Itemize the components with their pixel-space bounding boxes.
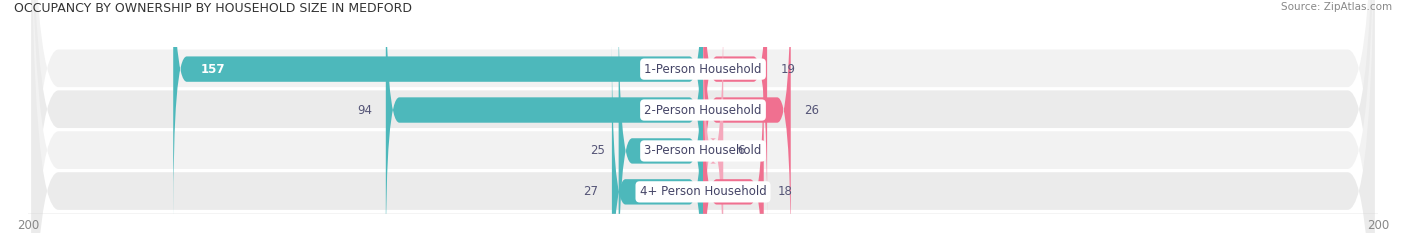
FancyBboxPatch shape <box>612 41 703 233</box>
Text: 18: 18 <box>778 185 792 198</box>
FancyBboxPatch shape <box>703 0 768 220</box>
FancyBboxPatch shape <box>703 0 790 233</box>
FancyBboxPatch shape <box>31 0 1375 233</box>
FancyBboxPatch shape <box>619 0 703 233</box>
FancyBboxPatch shape <box>703 0 723 233</box>
Text: 19: 19 <box>780 63 796 75</box>
FancyBboxPatch shape <box>173 0 703 220</box>
FancyBboxPatch shape <box>31 0 1375 233</box>
FancyBboxPatch shape <box>385 0 703 233</box>
Text: 26: 26 <box>804 103 820 116</box>
Text: Source: ZipAtlas.com: Source: ZipAtlas.com <box>1281 2 1392 12</box>
Text: 25: 25 <box>591 144 605 158</box>
FancyBboxPatch shape <box>31 0 1375 233</box>
Text: 94: 94 <box>357 103 373 116</box>
FancyBboxPatch shape <box>703 41 763 233</box>
Text: 3-Person Household: 3-Person Household <box>644 144 762 158</box>
Text: 4+ Person Household: 4+ Person Household <box>640 185 766 198</box>
Text: 157: 157 <box>200 63 225 75</box>
FancyBboxPatch shape <box>31 0 1375 233</box>
Text: 6: 6 <box>737 144 744 158</box>
Text: 1-Person Household: 1-Person Household <box>644 63 762 75</box>
Text: 2-Person Household: 2-Person Household <box>644 103 762 116</box>
Text: OCCUPANCY BY OWNERSHIP BY HOUSEHOLD SIZE IN MEDFORD: OCCUPANCY BY OWNERSHIP BY HOUSEHOLD SIZE… <box>14 2 412 15</box>
Text: 27: 27 <box>583 185 599 198</box>
